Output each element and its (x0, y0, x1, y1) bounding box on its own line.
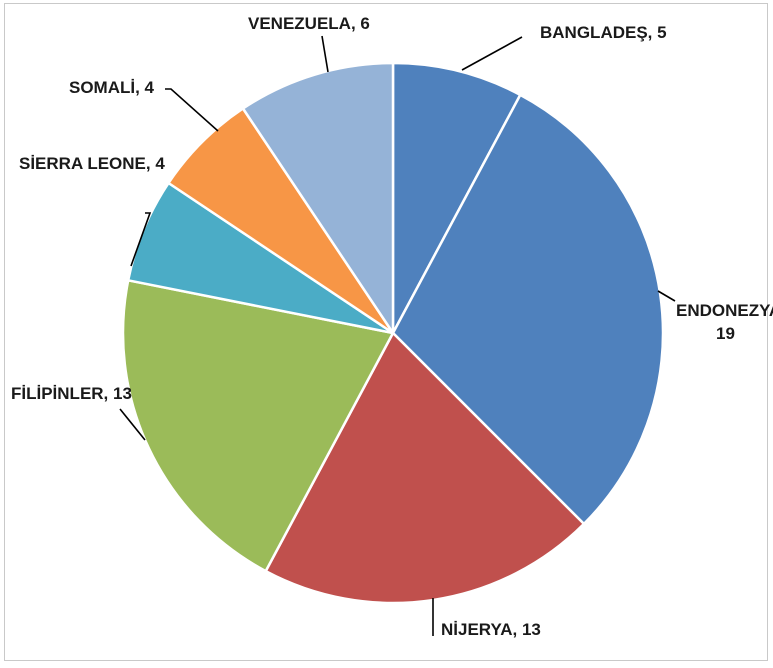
leader-lines (119, 35, 676, 636)
data-label-line: 19 (716, 324, 735, 343)
data-label-banglades: BANGLADEŞ, 5 (540, 23, 667, 42)
pie-slices (121, 61, 665, 605)
data-label-venezuela: VENEZUELA, 6 (248, 14, 370, 33)
pie-slice-endonezya (391, 93, 665, 526)
data-label-nijerya: NİJERYA, 13 (441, 620, 541, 639)
leader-line-banglades (461, 36, 523, 71)
pie-slice-banglades (391, 61, 522, 335)
data-label-sierra-leone: SİERRA LEONE, 4 (19, 154, 165, 173)
data-label-filipinler: FİLİPİNLER, 13 (11, 384, 132, 403)
leader-line-sierra-leone (130, 212, 152, 267)
data-labels: BANGLADEŞ, 5 ENDONEZYA 19 NİJERYA, 13 FİLİPİ… (11, 14, 773, 639)
leader-line-filipinler (119, 408, 146, 441)
data-label-endonezya: ENDONEZYA 19 (676, 301, 773, 343)
data-label-line: ENDONEZYA (676, 301, 773, 320)
pie-slice-venezuela (241, 61, 395, 335)
data-label-somali: SOMALİ, 4 (69, 78, 155, 97)
leader-line-endonezya (657, 290, 676, 302)
pie-slice-filipinler (121, 279, 395, 573)
leader-line-somali (165, 88, 219, 132)
leader-line-venezuela (321, 35, 329, 73)
